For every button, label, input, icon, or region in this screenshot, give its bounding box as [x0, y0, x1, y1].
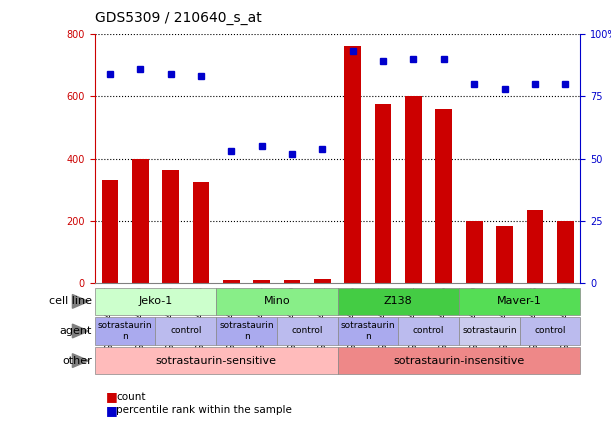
Text: control: control	[170, 327, 202, 335]
Bar	[101, 181, 119, 283]
Bar	[314, 279, 331, 283]
Bar	[520, 317, 580, 345]
Bar	[216, 288, 337, 315]
Bar	[405, 96, 422, 283]
Bar	[163, 170, 179, 283]
Bar	[496, 226, 513, 283]
Text: count: count	[116, 392, 145, 402]
Text: other: other	[62, 356, 92, 365]
Text: sotrastaurin
n: sotrastaurin n	[219, 321, 274, 341]
Polygon shape	[72, 294, 89, 308]
Text: Maver-1: Maver-1	[497, 297, 542, 306]
Polygon shape	[72, 354, 89, 368]
Bar	[95, 317, 155, 345]
Text: control: control	[535, 327, 566, 335]
Bar	[459, 288, 580, 315]
Text: Jeko-1: Jeko-1	[138, 297, 172, 306]
Text: sotrastaurin: sotrastaurin	[462, 327, 517, 335]
Text: GDS5309 / 210640_s_at: GDS5309 / 210640_s_at	[95, 11, 262, 25]
Bar	[436, 109, 452, 283]
Bar	[337, 347, 580, 374]
Bar	[284, 280, 301, 283]
Bar	[557, 221, 574, 283]
Bar	[459, 317, 520, 345]
Text: control: control	[413, 327, 444, 335]
Text: sotrastaurin
n: sotrastaurin n	[98, 321, 152, 341]
Bar	[223, 280, 240, 283]
Bar	[398, 317, 459, 345]
Bar	[337, 288, 459, 315]
Bar	[345, 47, 361, 283]
Text: ■: ■	[106, 404, 117, 417]
Bar	[95, 288, 216, 315]
Text: percentile rank within the sample: percentile rank within the sample	[116, 405, 292, 415]
Text: cell line: cell line	[49, 297, 92, 306]
Bar	[466, 221, 483, 283]
Bar	[95, 347, 337, 374]
Text: control: control	[291, 327, 323, 335]
Text: agent: agent	[59, 326, 92, 336]
Text: sotrastaurin
n: sotrastaurin n	[340, 321, 395, 341]
Bar	[337, 317, 398, 345]
Text: ■: ■	[106, 390, 117, 403]
Text: Mino: Mino	[263, 297, 290, 306]
Bar	[527, 210, 543, 283]
Bar	[254, 280, 270, 283]
Bar	[132, 159, 148, 283]
Polygon shape	[72, 324, 89, 338]
Bar	[192, 182, 210, 283]
Text: sotrastaurin-sensitive: sotrastaurin-sensitive	[156, 356, 277, 365]
Text: Z138: Z138	[384, 297, 412, 306]
Bar	[155, 317, 216, 345]
Bar	[277, 317, 337, 345]
Text: sotrastaurin-insensitive: sotrastaurin-insensitive	[393, 356, 525, 365]
Bar	[375, 104, 392, 283]
Bar	[216, 317, 277, 345]
